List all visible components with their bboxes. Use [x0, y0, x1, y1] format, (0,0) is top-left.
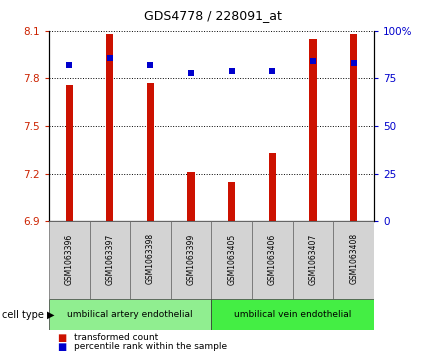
Bar	[90, 221, 130, 299]
Bar	[269, 153, 276, 221]
Text: ■: ■	[57, 342, 67, 352]
Bar	[65, 85, 73, 221]
Point	[188, 70, 195, 76]
Point	[106, 54, 113, 60]
Text: cell type ▶: cell type ▶	[2, 310, 55, 320]
Bar	[147, 83, 154, 221]
Text: ■: ■	[57, 333, 67, 343]
Bar	[49, 299, 211, 330]
Bar	[211, 299, 374, 330]
Bar	[106, 34, 113, 221]
Text: GSM1063396: GSM1063396	[65, 233, 74, 285]
Text: GSM1063398: GSM1063398	[146, 233, 155, 285]
Point	[147, 62, 154, 68]
Text: umbilical vein endothelial: umbilical vein endothelial	[234, 310, 351, 319]
Point	[350, 60, 357, 66]
Text: GSM1063408: GSM1063408	[349, 233, 358, 285]
Bar	[49, 221, 90, 299]
Text: GDS4778 / 228091_at: GDS4778 / 228091_at	[144, 9, 281, 22]
Text: GSM1063399: GSM1063399	[187, 233, 196, 285]
Bar	[211, 221, 252, 299]
Bar	[293, 221, 333, 299]
Bar	[171, 221, 211, 299]
Bar	[130, 221, 171, 299]
Bar	[228, 182, 235, 221]
Text: GSM1063406: GSM1063406	[268, 233, 277, 285]
Point	[269, 68, 276, 74]
Bar	[350, 34, 357, 221]
Text: percentile rank within the sample: percentile rank within the sample	[74, 342, 227, 351]
Text: transformed count: transformed count	[74, 333, 159, 342]
Bar	[309, 39, 317, 221]
Text: GSM1063397: GSM1063397	[105, 233, 114, 285]
Text: umbilical artery endothelial: umbilical artery endothelial	[67, 310, 193, 319]
Bar	[252, 221, 293, 299]
Point	[228, 68, 235, 74]
Text: GSM1063407: GSM1063407	[309, 233, 317, 285]
Bar	[187, 172, 195, 221]
Text: GSM1063405: GSM1063405	[227, 233, 236, 285]
Point	[66, 62, 73, 68]
Bar	[333, 221, 374, 299]
Point	[310, 58, 317, 64]
